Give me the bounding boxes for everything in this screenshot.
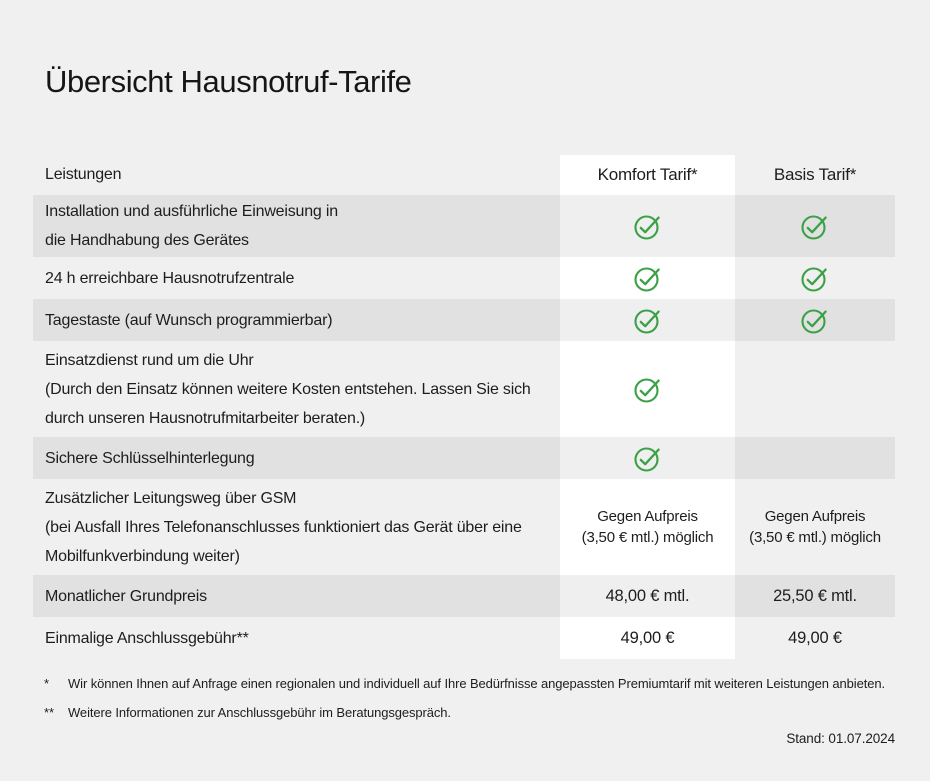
feature-cell: Tagestaste (auf Wunsch programmierbar) (45, 311, 333, 329)
column-header-komfort-tarif: Komfort Tarif* (597, 165, 698, 184)
feature-cell: Einsatzdienst rund um die Uhr (Durch den … (45, 351, 531, 427)
table-row: Installation und ausführliche Einweisung… (33, 195, 895, 257)
table-row: 24 h erreichbare Hausnotrufzentrale (33, 257, 895, 299)
feature-cell: 24 h erreichbare Hausnotrufzentrale (45, 269, 295, 287)
feature-cell: Sichere Schlüsselhinterlegung (45, 449, 255, 467)
basis-tarif-cell: 49,00 € (788, 629, 842, 647)
column-header-basis-tarif: Basis Tarif* (773, 165, 857, 184)
feature-cell: Einmalige Anschlussgebühr** (45, 629, 249, 647)
check-circle-icon (800, 305, 830, 335)
table-row: Sichere Schlüsselhinterlegung (33, 437, 895, 479)
check-circle-icon (633, 374, 663, 404)
feature-cell: Monatlicher Grundpreis (45, 587, 207, 605)
table-row: Tagestaste (auf Wunsch programmierbar) (33, 299, 895, 341)
table-row: Einmalige Anschlussgebühr** 49,00 € 49,00 … (33, 617, 895, 659)
footnote: ** Weitere Informationen zur Anschlussgeb… (44, 705, 904, 721)
basis-tarif-cell (735, 263, 895, 293)
footnote-text: Weitere Informationen zur Anschlussgebüh… (68, 705, 451, 720)
check-circle-icon (800, 211, 830, 241)
table-row: Monatlicher Grundpreis 48,00 € mtl. 25,50 … (33, 575, 895, 617)
footnote-marker: * (44, 676, 49, 691)
footnote-marker: ** (44, 705, 54, 720)
komfort-tarif-cell (560, 443, 735, 473)
feature-cell: Zusätzlicher Leitungsweg über GSM (bei Au… (45, 489, 522, 565)
table-body: Installation und ausführliche Einweisung… (33, 195, 895, 659)
page-title: Übersicht Hausnotruf-Tarife (45, 64, 412, 99)
check-circle-icon (633, 263, 663, 293)
column-header-leistungen: Leistungen (45, 166, 122, 183)
table-row: Zusätzlicher Leitungsweg über GSM (bei Au… (33, 479, 895, 575)
komfort-tarif-cell: 48,00 € mtl. (605, 587, 690, 605)
komfort-tarif-cell (560, 211, 735, 241)
table-row: Einsatzdienst rund um die Uhr (Durch den … (33, 341, 895, 437)
check-circle-icon (633, 305, 663, 335)
basis-tarif-cell: Gegen Aufpreis (3,50 € mtl.) möglich (749, 508, 881, 546)
status-date: Stand: 01.07.2024 (786, 731, 895, 746)
check-circle-icon (633, 443, 663, 473)
basis-tarif-cell (735, 211, 895, 241)
check-circle-icon (633, 211, 663, 241)
komfort-tarif-cell: 49,00 € (620, 629, 675, 647)
komfort-tarif-cell (560, 305, 735, 335)
table-header-row: Leistungen Komfort Tarif* Basis Tarif* (33, 155, 895, 195)
feature-cell: Installation und ausführliche Einweisung… (45, 203, 338, 249)
komfort-tarif-cell (560, 263, 735, 293)
tariff-table: Leistungen Komfort Tarif* Basis Tarif* I… (33, 155, 895, 659)
basis-tarif-cell: 25,50 € mtl. (773, 587, 857, 605)
komfort-tarif-cell (560, 374, 735, 404)
basis-tarif-cell (735, 305, 895, 335)
footnotes: * Wir können Ihnen auf Anfrage einen regi… (44, 676, 904, 734)
check-circle-icon (800, 263, 830, 293)
komfort-tarif-cell: Gegen Aufpreis (3,50 € mtl.) möglich (581, 508, 714, 546)
footnote-text: Wir können Ihnen auf Anfrage einen regio… (68, 676, 885, 691)
footnote: * Wir können Ihnen auf Anfrage einen regi… (44, 676, 904, 692)
